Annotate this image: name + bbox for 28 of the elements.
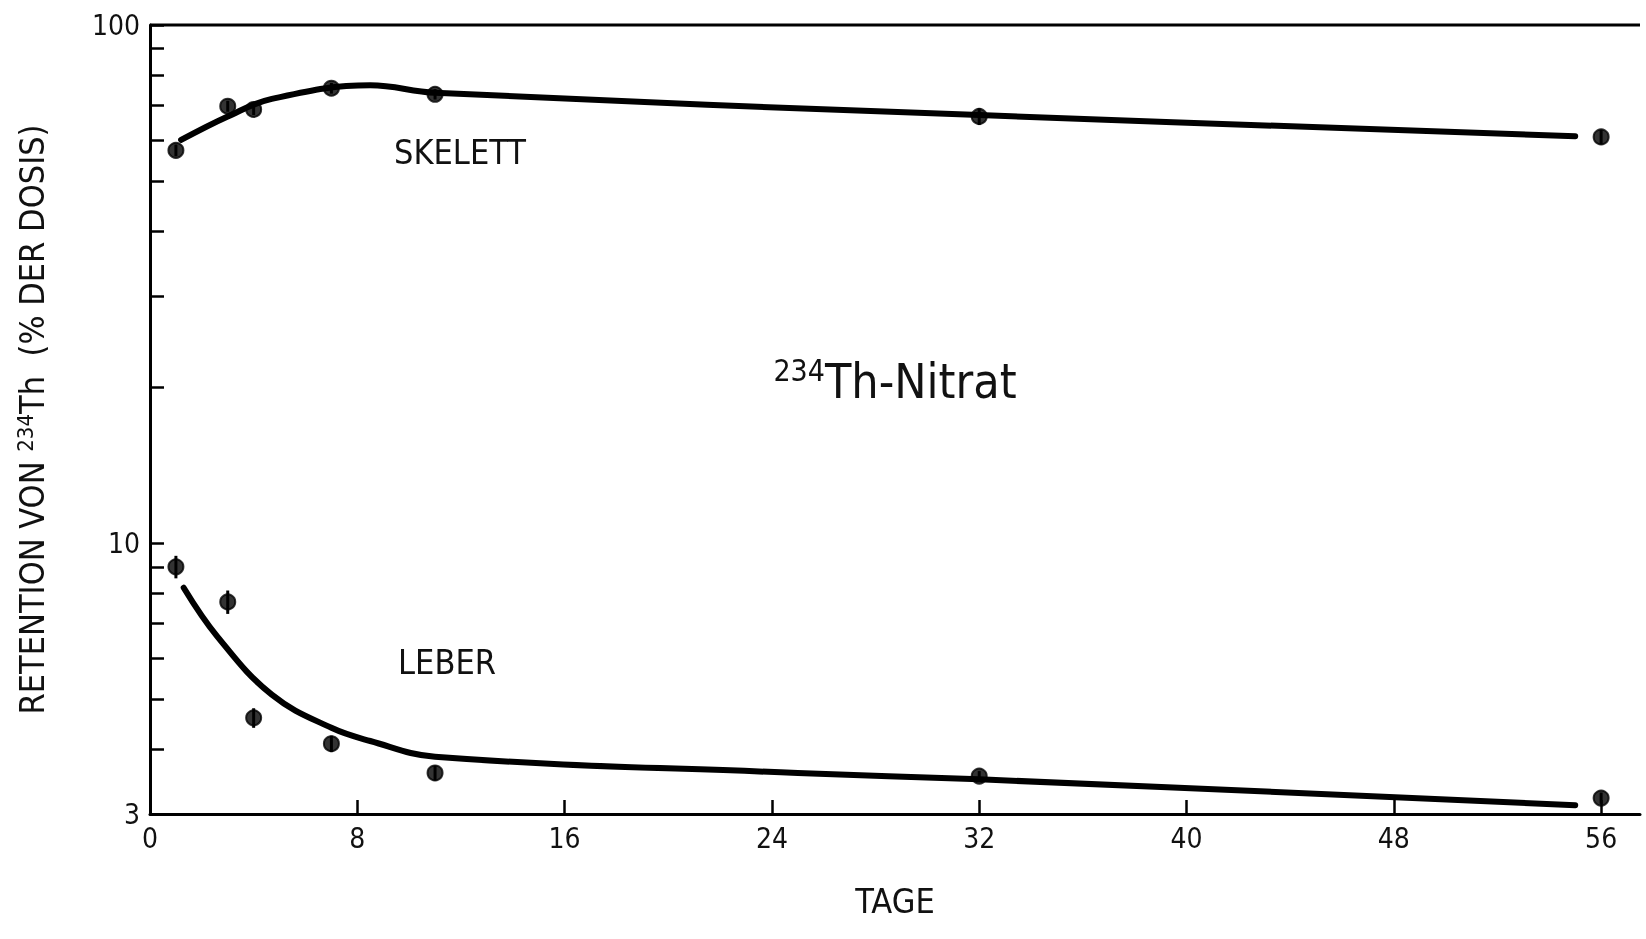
y-tick-label: 3 <box>123 797 140 831</box>
point <box>322 735 340 753</box>
point <box>1592 128 1610 146</box>
x-tick-label: 56 <box>1585 821 1618 855</box>
annotation: LEBER <box>398 642 496 682</box>
x-tick-label: 48 <box>1377 821 1410 855</box>
x-tick-label: 0 <box>141 821 159 855</box>
x-tick-label: 32 <box>963 821 996 855</box>
point <box>245 100 263 118</box>
y-tick-label: 10 <box>107 526 140 560</box>
x-tick-label: 8 <box>349 821 366 855</box>
point <box>322 79 340 97</box>
point <box>970 107 988 125</box>
x-tick-label: 40 <box>1170 821 1203 855</box>
point <box>970 767 988 785</box>
x-axis-title: TAGE <box>854 881 935 921</box>
point <box>426 85 444 103</box>
y-tick-label: 100 <box>91 8 140 42</box>
point <box>426 764 444 782</box>
point <box>167 141 185 159</box>
point <box>219 593 237 611</box>
x-tick-label: 16 <box>548 821 581 855</box>
point <box>219 97 237 115</box>
x-tick-label: 24 <box>755 821 788 855</box>
point <box>245 709 263 727</box>
annotation: SKELETT <box>394 132 527 172</box>
y-axis-title: RETENTION VON 234Th (% DER DOSIS) <box>12 124 52 715</box>
point <box>167 558 185 576</box>
